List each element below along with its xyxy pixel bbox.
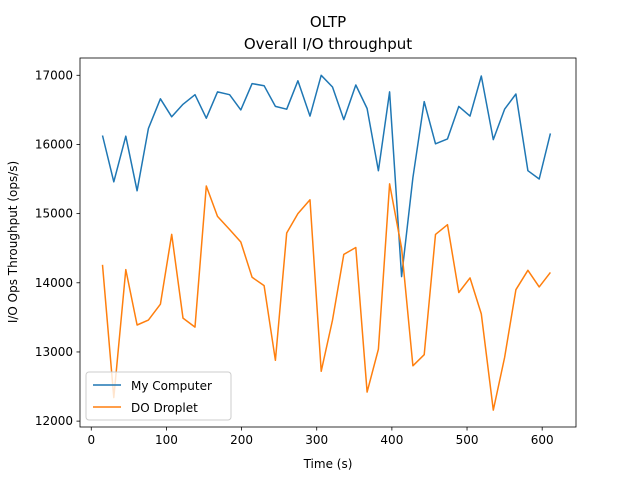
y-tick-label: 16000: [35, 137, 73, 151]
x-tick-label: 100: [155, 433, 178, 447]
plot-frame: [79, 57, 577, 428]
plot-area: 0 100 200 300 400 500 600 12000 13000 14000 15000 1…: [35, 57, 577, 447]
series-line-do-droplet: [101, 183, 551, 411]
y-tick-label: 14000: [35, 276, 73, 290]
x-axis-label: Time (s): [303, 457, 353, 471]
x-tick-label: 500: [456, 433, 479, 447]
x-tick-label: 600: [531, 433, 554, 447]
x-tick-label: 0: [87, 433, 95, 447]
y-tick-label: 12000: [35, 414, 73, 428]
chart-title: OLTP: [310, 13, 346, 31]
legend: My Computer DO Droplet: [85, 371, 232, 421]
legend-label-my-computer: My Computer: [131, 379, 212, 393]
legend-box: [85, 371, 232, 421]
legend-label-do-droplet: DO Droplet: [131, 401, 198, 415]
x-tick-label: 200: [230, 433, 253, 447]
x-tick-label: 300: [305, 433, 328, 447]
y-tick-label: 13000: [35, 345, 73, 359]
chart-subtitle: Overall I/O throughput: [244, 35, 412, 53]
series-line-my-computer: [101, 74, 552, 278]
x-tick-label: 400: [380, 433, 403, 447]
y-tick-label: 17000: [35, 68, 73, 82]
y-tick-label: 15000: [35, 207, 73, 221]
y-axis-label: I/O Ops Throughput (ops/s): [6, 161, 20, 323]
